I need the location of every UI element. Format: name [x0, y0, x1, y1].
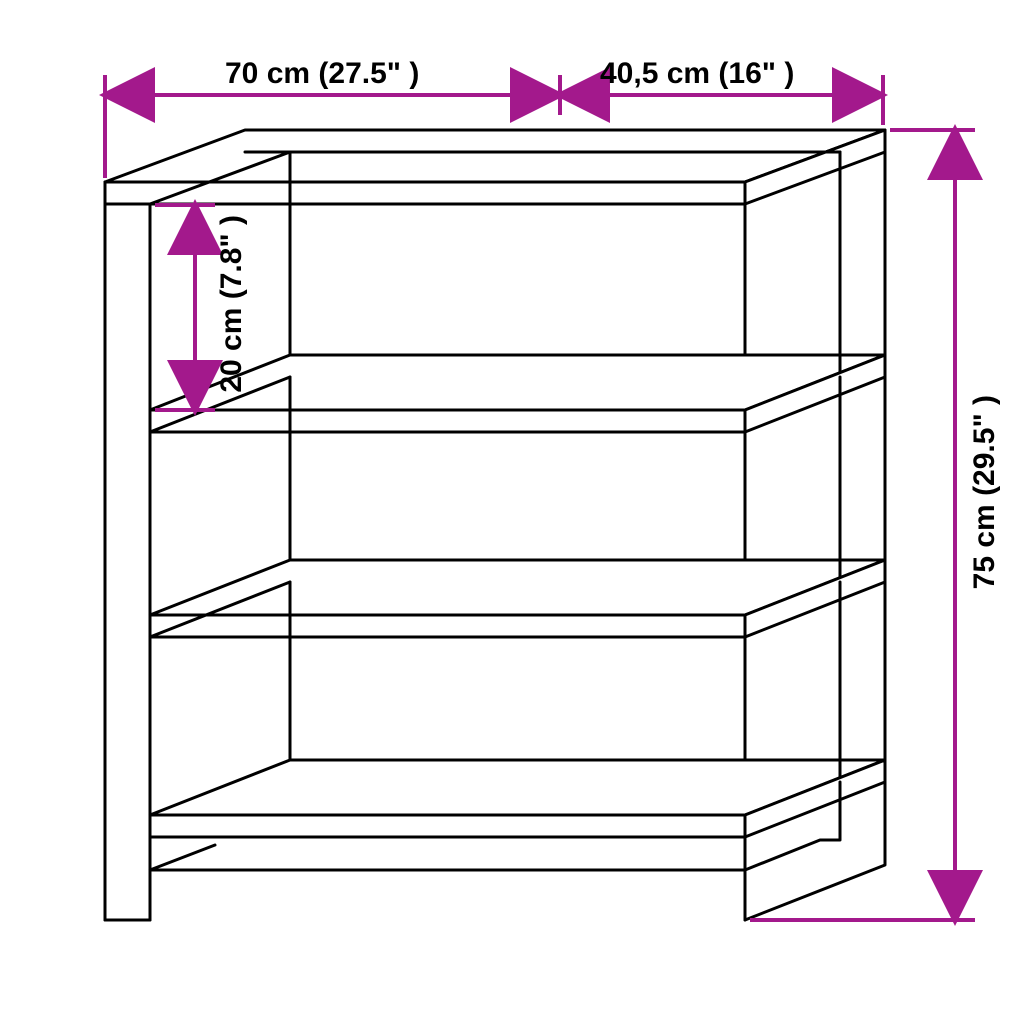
shelf-1-front — [150, 410, 745, 432]
left-side-panel-front — [105, 182, 150, 920]
diagram-container: 70 cm (27.5" ) 40,5 cm (16" ) 20 cm (7.8… — [0, 0, 1024, 1024]
dim-height-label: 75 cm (29.5" ) — [968, 395, 1002, 589]
dim-width-label: 70 cm (27.5" ) — [225, 57, 419, 91]
foot-inner-left — [150, 845, 215, 870]
shelf-2-front — [150, 615, 745, 637]
shelf-3-front — [150, 815, 745, 837]
dim-depth-label: 40,5 cm (16" ) — [600, 57, 794, 91]
diagram-svg — [0, 0, 1024, 1024]
dim-shelf-label: 20 cm (7.8" ) — [215, 215, 249, 393]
